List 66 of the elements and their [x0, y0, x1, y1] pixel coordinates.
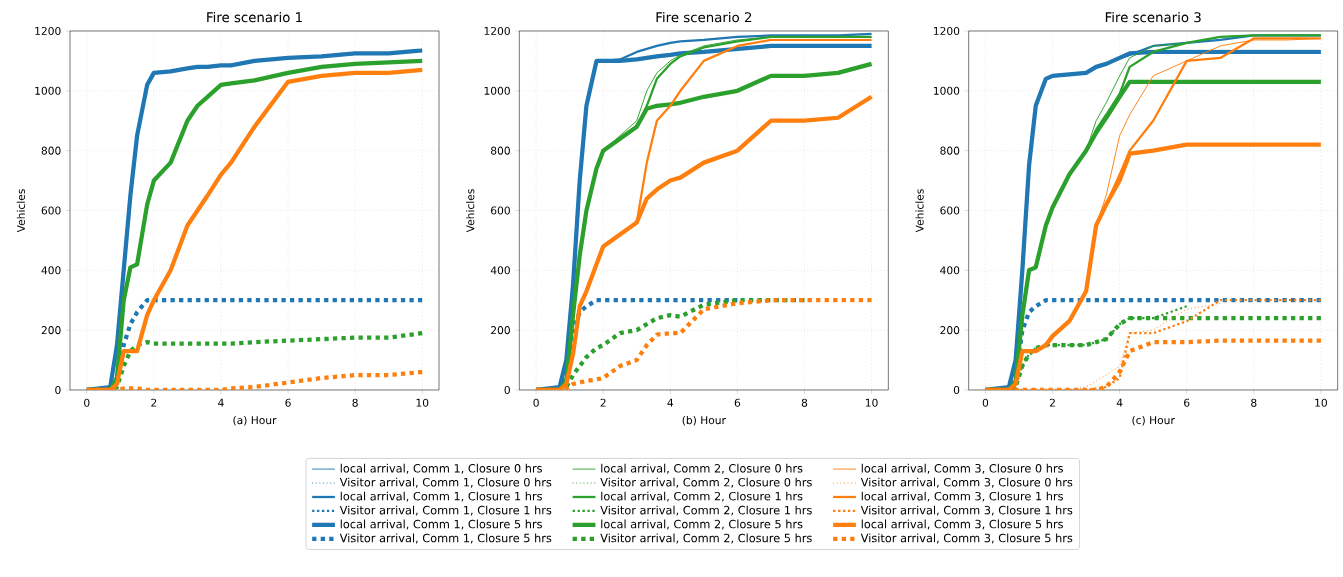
x-tick-label: 4 — [1116, 398, 1123, 407]
y-axis-title: Vehicles — [915, 189, 924, 233]
chart-title: Fire scenario 3 — [1105, 11, 1201, 23]
x-tick-label: 10 — [865, 398, 878, 407]
y-tick-label: 1000 — [484, 86, 510, 95]
x-tick-label: 6 — [734, 398, 741, 407]
legend-label: local arrival, Comm 2, Closure 0 hrs — [601, 463, 803, 474]
y-tick-label: 1200 — [933, 26, 960, 36]
legend-label: local arrival, Comm 1, Closure 1 hrs — [340, 491, 542, 502]
x-tick-label: 0 — [84, 398, 90, 407]
x-axis-title: (c) Hour — [1132, 415, 1175, 426]
y-tick-label: 1200 — [35, 26, 61, 36]
legend-label: Visitor arrival, Comm 1, Closure 1 hrs — [339, 505, 552, 516]
x-tick-label: 4 — [667, 398, 674, 407]
x-tick-label: 10 — [416, 398, 429, 407]
x-axis-title: (a) Hour — [233, 415, 277, 426]
y-tick-label: 400 — [490, 266, 510, 275]
y-tick-label: 200 — [491, 326, 510, 335]
legend-label: Visitor arrival, Comm 2, Closure 0 hrs — [600, 477, 812, 488]
legend-label: local arrival, Comm 3, Closure 0 hrs — [861, 463, 1063, 474]
y-tick-label: 600 — [940, 206, 960, 215]
x-tick-label: 6 — [285, 398, 291, 407]
legend-label: Visitor arrival, Comm 3, Closure 0 hrs — [860, 477, 1073, 488]
legend-label: Visitor arrival, Comm 2, Closure 5 hrs — [600, 533, 812, 544]
x-tick-label: 8 — [1251, 398, 1257, 407]
y-tick-label: 800 — [940, 146, 960, 155]
x-tick-label: 8 — [801, 398, 808, 407]
legend-label: local arrival, Comm 2, Closure 1 hrs — [601, 491, 803, 502]
y-tick-label: 400 — [41, 266, 61, 275]
x-tick-label: 8 — [352, 398, 358, 407]
x-tick-label: 2 — [151, 398, 157, 407]
y-axis-title: Vehicles — [16, 189, 25, 233]
x-tick-label: 6 — [1184, 398, 1190, 407]
y-tick-label: 0 — [953, 385, 960, 395]
x-axis-title: (b) Hour — [682, 415, 726, 426]
legend-label: local arrival, Comm 1, Closure 0 hrs — [340, 463, 542, 474]
y-tick-label: 400 — [940, 266, 960, 275]
y-axis-title: Vehicles — [466, 189, 475, 233]
legend-label: Visitor arrival, Comm 3, Closure 5 hrs — [860, 533, 1073, 544]
y-tick-label: 800 — [41, 146, 61, 155]
y-tick-label: 200 — [41, 326, 61, 335]
legend-label: local arrival, Comm 3, Closure 5 hrs — [861, 519, 1063, 530]
y-tick-label: 0 — [504, 385, 510, 395]
legend-label: local arrival, Comm 3, Closure 1 hrs — [861, 491, 1063, 502]
x-tick-label: 2 — [1049, 398, 1055, 407]
x-tick-label: 4 — [218, 398, 224, 407]
legend-label: Visitor arrival, Comm 2, Closure 1 hrs — [600, 505, 812, 516]
x-tick-label: 0 — [533, 398, 539, 407]
chart-title: Fire scenario 2 — [656, 11, 752, 23]
y-tick-label: 1200 — [484, 26, 510, 36]
y-tick-label: 200 — [940, 326, 960, 335]
y-tick-label: 1000 — [35, 86, 61, 95]
chart-title: Fire scenario 1 — [207, 11, 302, 23]
legend-label: Visitor arrival, Comm 1, Closure 0 hrs — [339, 477, 552, 488]
y-tick-label: 600 — [491, 206, 510, 215]
legend-label: Visitor arrival, Comm 1, Closure 5 hrs — [339, 533, 552, 544]
y-tick-label: 0 — [55, 385, 61, 395]
legend-label: local arrival, Comm 1, Closure 5 hrs — [340, 519, 542, 530]
y-tick-label: 800 — [491, 146, 510, 155]
x-tick-label: 2 — [600, 398, 606, 407]
x-tick-label: 0 — [982, 398, 989, 407]
legend-label: local arrival, Comm 2, Closure 5 hrs — [601, 519, 803, 530]
legend-label: Visitor arrival, Comm 3, Closure 1 hrs — [860, 505, 1073, 516]
x-tick-label: 10 — [1315, 398, 1327, 407]
y-tick-label: 1000 — [933, 86, 960, 95]
y-tick-label: 600 — [41, 206, 61, 215]
